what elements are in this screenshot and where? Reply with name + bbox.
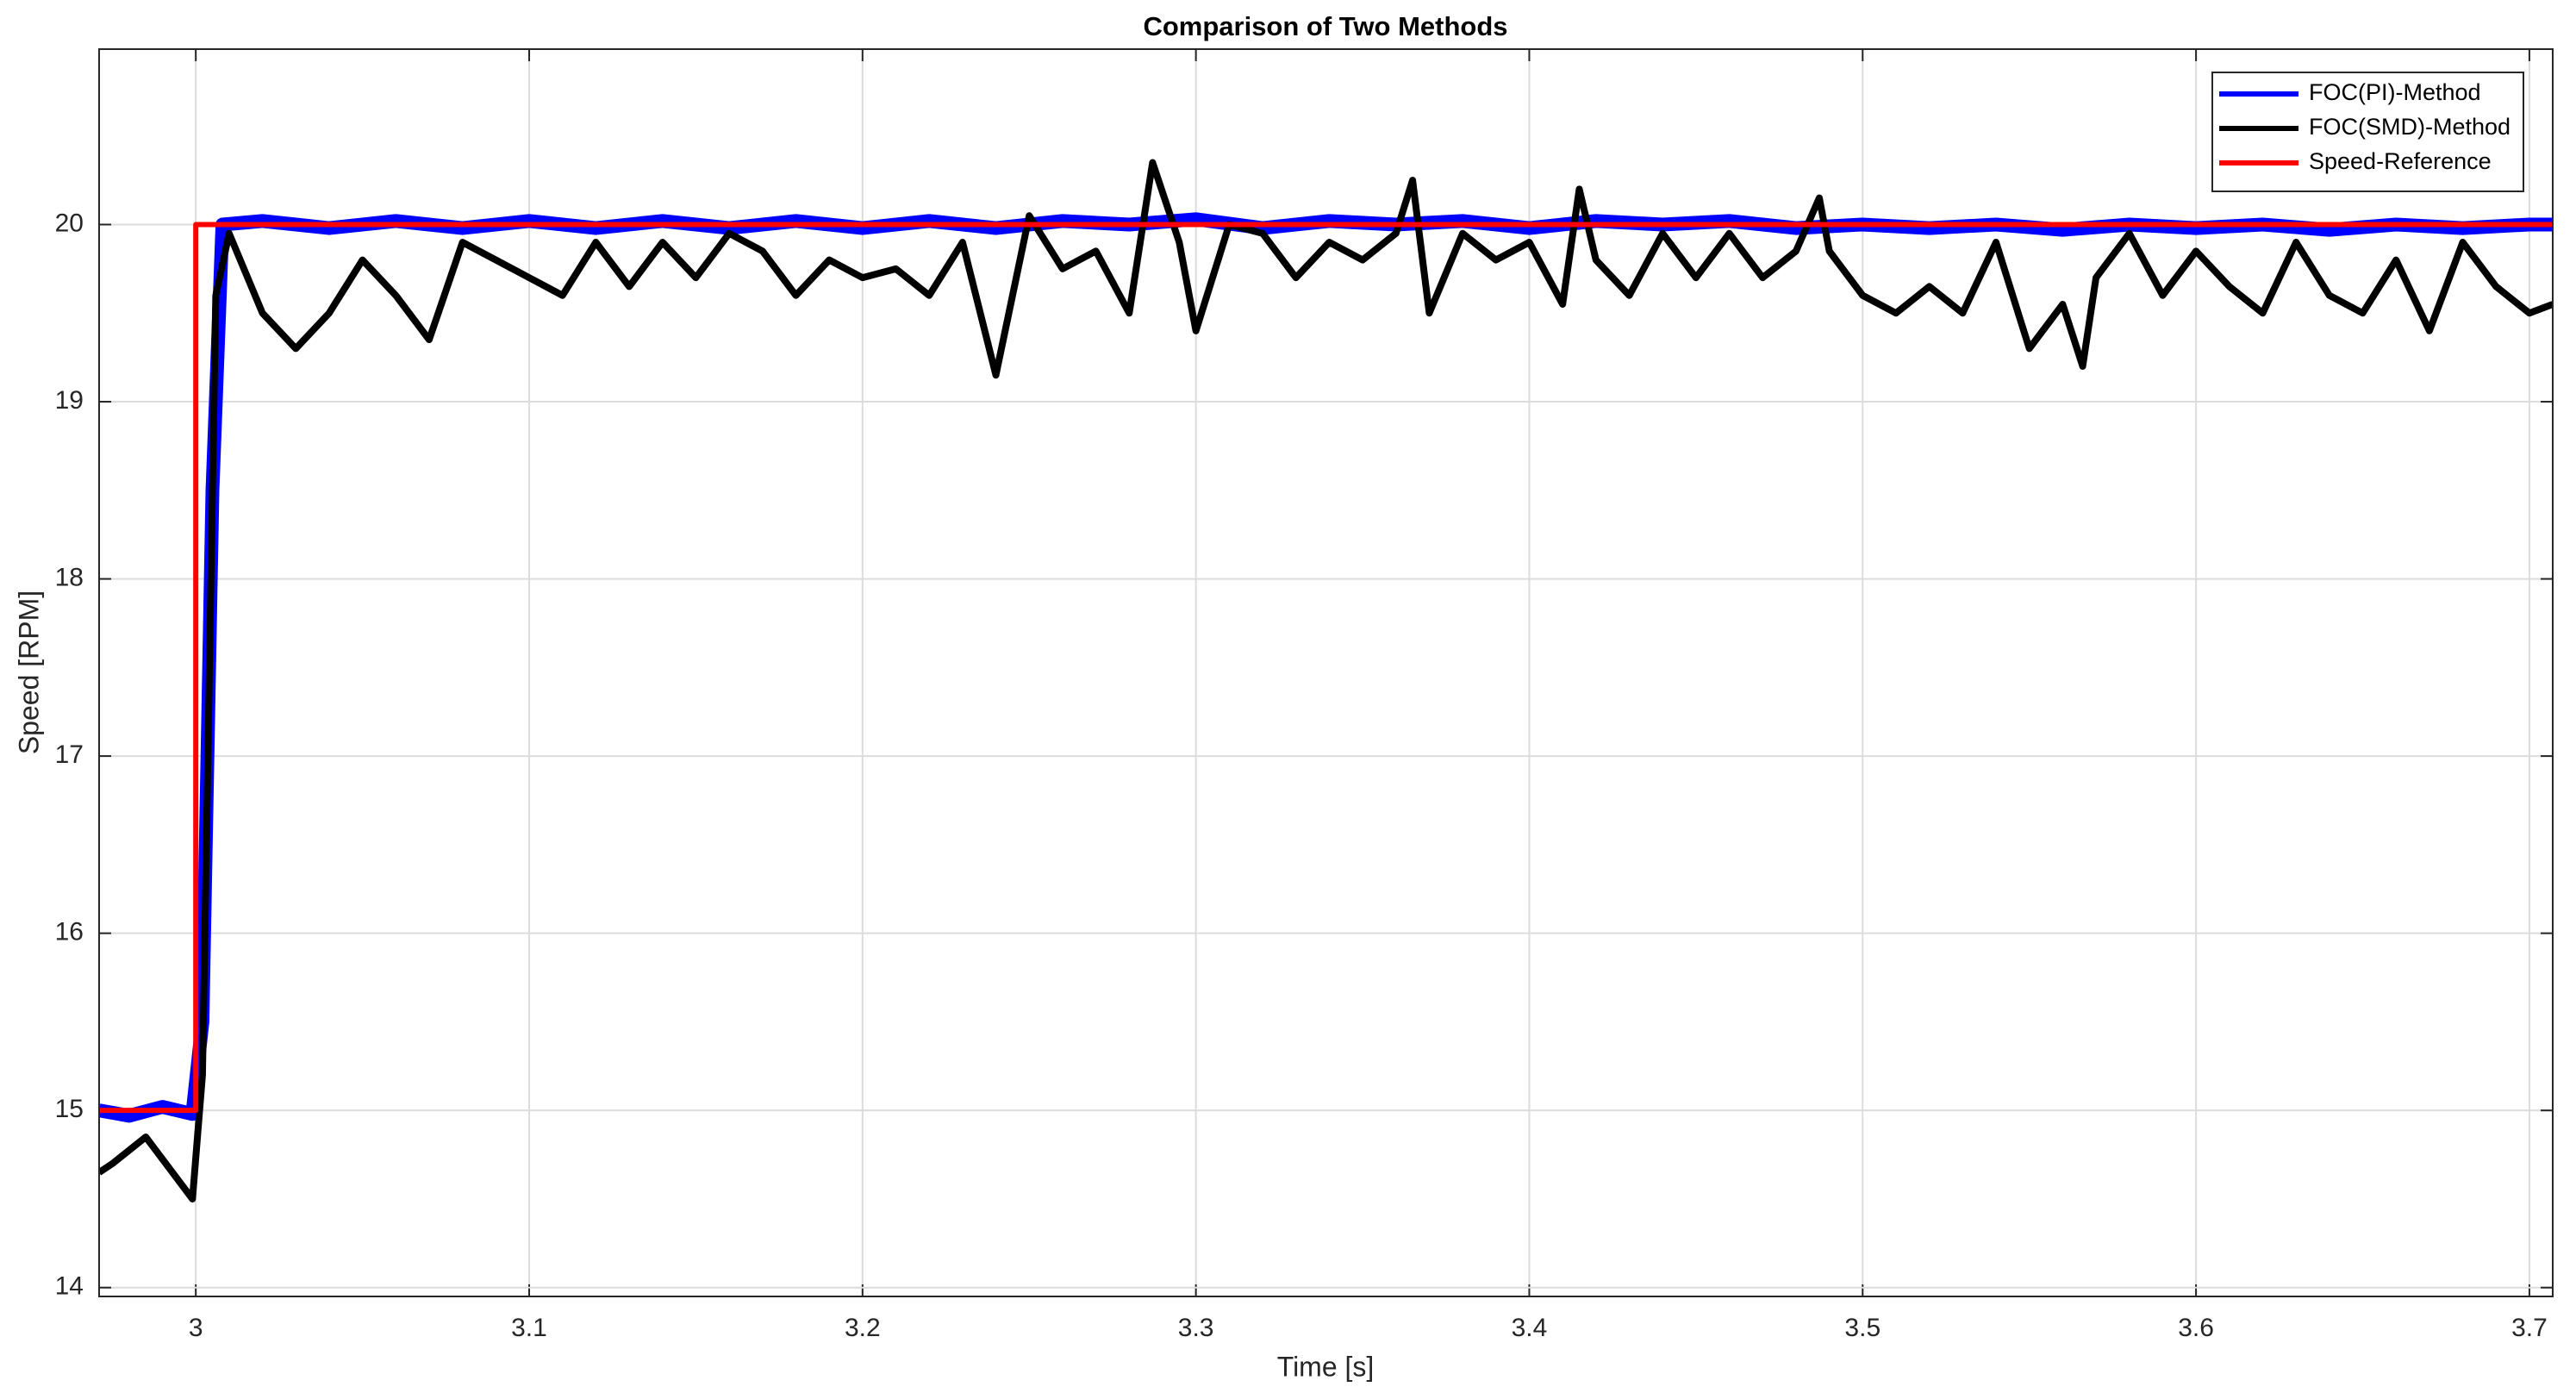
y-axis-label: Speed [RPM] <box>13 590 44 754</box>
x-tick-label: 3.3 <box>1178 1314 1214 1342</box>
x-tick-label: 3.1 <box>511 1314 547 1342</box>
axes-box <box>98 48 2554 1297</box>
x-axis-label: Time [s] <box>1277 1351 1375 1382</box>
series-line <box>99 159 2553 1202</box>
x-tick-label: 3.4 <box>1512 1314 1548 1342</box>
y-tick-label: 14 <box>55 1272 84 1301</box>
y-tick-label: 16 <box>55 918 84 946</box>
series-line <box>99 222 2553 1114</box>
legend-label: FOC(SMD)-Method <box>2309 114 2511 140</box>
x-tick-label: 3.7 <box>2511 1314 2548 1342</box>
x-tick-label: 3.6 <box>2178 1314 2214 1342</box>
x-tick-label: 3 <box>189 1314 203 1342</box>
y-tick-label: 18 <box>55 563 84 591</box>
y-tick-label: 17 <box>55 740 84 769</box>
legend-label: Speed-Reference <box>2309 148 2492 174</box>
legend-label: FOC(PI)-Method <box>2309 79 2481 105</box>
x-tick-label: 3.5 <box>1844 1314 1881 1342</box>
y-tick-label: 20 <box>55 209 84 237</box>
chart-title: Comparison of Two Methods <box>1143 11 1507 41</box>
x-tick-label: 3.2 <box>845 1314 881 1342</box>
y-tick-label: 19 <box>55 386 84 415</box>
y-tick-label: 15 <box>55 1095 84 1123</box>
